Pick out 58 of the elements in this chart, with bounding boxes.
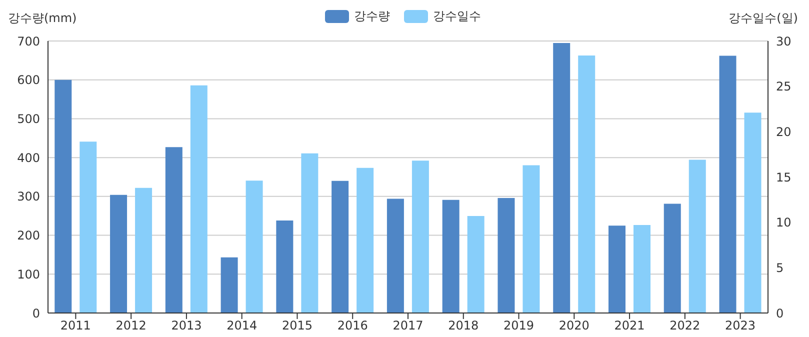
bar	[578, 56, 596, 313]
bar	[135, 188, 152, 313]
bar	[110, 194, 128, 313]
y-tick-label: 700	[17, 34, 40, 48]
bar	[301, 153, 318, 313]
y-tick-label: 100	[17, 267, 40, 282]
y-tick-label: 200	[17, 228, 40, 243]
y-tick-label: 400	[17, 150, 40, 165]
bar	[553, 42, 570, 313]
y2-tick-label: 20	[776, 124, 792, 139]
y2-tick-label: 30	[776, 34, 792, 48]
y-axis-title: 강수량(mm)	[8, 10, 77, 27]
bar	[246, 180, 263, 313]
x-tick-label: 2018	[448, 318, 479, 333]
bar	[220, 257, 238, 313]
x-tick-label: 2012	[116, 318, 146, 333]
y2-tick-label: 15	[776, 170, 792, 184]
x-tick-label: 2020	[558, 318, 590, 333]
bar	[744, 112, 762, 313]
y2-tick-label: 0	[776, 306, 784, 320]
x-tick-label: 2016	[337, 318, 368, 333]
x-tick-label: 2015	[282, 318, 313, 333]
bar	[633, 225, 650, 313]
bar	[276, 220, 294, 313]
x-tick-label: 2013	[171, 318, 202, 333]
bar	[412, 160, 429, 313]
y2-tick-label: 5	[776, 260, 784, 275]
bar	[467, 216, 484, 313]
legend-label: 강수량	[354, 8, 390, 25]
bar	[688, 160, 706, 313]
bar	[356, 168, 374, 313]
y2-tick-label: 25	[776, 80, 792, 94]
bar	[664, 204, 681, 313]
y2-tick-label: 10	[776, 216, 792, 230]
bar	[190, 85, 208, 313]
x-tick-label: 2014	[226, 318, 258, 333]
y-tick-label: 0	[32, 306, 40, 320]
bar	[522, 165, 540, 313]
bar	[719, 56, 736, 313]
y-tick-label: 300	[17, 190, 40, 204]
x-tick-label: 2011	[60, 318, 91, 333]
legend-label: 강수일수	[433, 8, 481, 25]
y-tick-label: 500	[17, 112, 40, 126]
x-tick-label: 2017	[392, 318, 424, 333]
x-tick-label: 2023	[725, 318, 756, 333]
y2-axis-title: 강수일수(일)	[728, 10, 798, 27]
bar	[386, 198, 404, 313]
bar	[498, 198, 515, 313]
x-tick-label: 2021	[614, 318, 645, 333]
bar	[442, 200, 460, 313]
bar	[54, 80, 72, 313]
bar	[608, 226, 626, 313]
y-tick-label: 600	[17, 73, 40, 88]
bar	[80, 142, 97, 313]
bar	[332, 180, 349, 313]
x-tick-label: 2019	[503, 318, 534, 333]
x-tick-label: 2022	[670, 318, 700, 333]
bar	[165, 147, 182, 313]
